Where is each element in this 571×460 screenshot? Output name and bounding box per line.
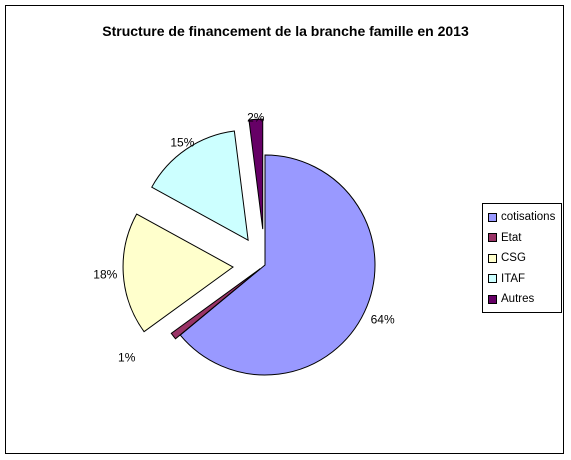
legend-label: Autres (501, 293, 535, 306)
pie-slice-csg (122, 213, 234, 333)
legend-label: cotisations (501, 211, 556, 224)
pie-slices (122, 118, 376, 376)
pie-slice-itaf (151, 130, 249, 242)
legend-swatch (488, 212, 497, 222)
legend-swatch (488, 233, 497, 243)
legend-item-cotisations: cotisations (488, 207, 557, 228)
pie-label-autres: 2% (247, 110, 265, 124)
pie-label-etat: 1% (118, 350, 136, 364)
pie-label-cotisations: 64% (371, 313, 395, 327)
legend-swatch (488, 274, 497, 284)
legend: cotisations Etat CSG ITAF Autres (482, 203, 562, 313)
chart-title: Structure de financement de la branche f… (102, 23, 469, 39)
pie-slice-etat (170, 268, 261, 340)
pie-chart: 64% 1% 18% 15% 2% (93, 110, 395, 376)
legend-swatch (488, 253, 497, 263)
legend-item-itaf: ITAF (488, 269, 557, 290)
legend-item-etat: Etat (488, 228, 557, 249)
pie-slice-cotisations (179, 154, 376, 376)
pie-labels: 64% 1% 18% 15% 2% (93, 110, 395, 364)
legend-item-autres: Autres (488, 289, 557, 310)
legend-item-csg: CSG (488, 248, 557, 269)
legend-swatch (488, 294, 497, 304)
chart-frame: Structure de financement de la branche f… (5, 5, 564, 454)
pie-label-itaf: 15% (170, 136, 194, 150)
legend-label: Etat (501, 231, 522, 244)
legend-label: CSG (501, 252, 526, 265)
pie-label-csg: 18% (93, 267, 117, 281)
pie-slice-autres (248, 118, 264, 230)
legend-label: ITAF (501, 272, 526, 285)
